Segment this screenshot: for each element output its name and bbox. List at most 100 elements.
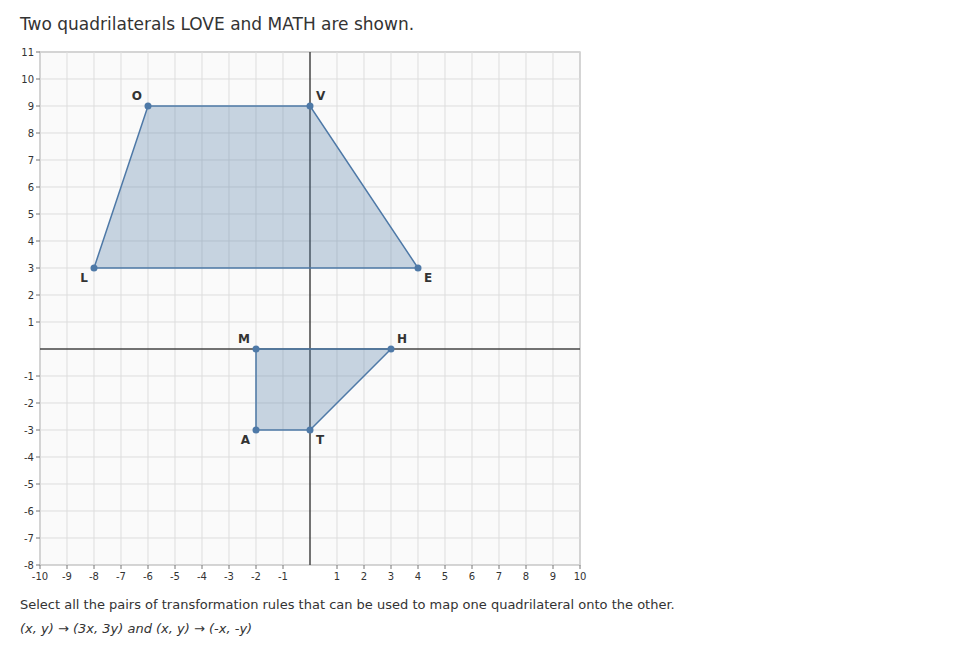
tick-label-y: 11 bbox=[21, 47, 34, 58]
tick-label-x: 7 bbox=[496, 571, 502, 582]
tick-label-x: -5 bbox=[170, 571, 180, 582]
plot-frame bbox=[40, 52, 580, 565]
vertex-labels: OVELMATH bbox=[80, 89, 432, 447]
tick-x bbox=[499, 565, 500, 569]
tick-y bbox=[36, 52, 40, 53]
tick-label-y: 3 bbox=[28, 263, 34, 274]
tick-y bbox=[36, 241, 40, 242]
tick-label-y: -2 bbox=[24, 398, 34, 409]
chart-svg: Two quadrilaterals LOVE and MATH are sho… bbox=[0, 0, 969, 657]
tick-y bbox=[36, 322, 40, 323]
tick-y bbox=[36, 214, 40, 215]
tick-label-x: -1 bbox=[278, 571, 288, 582]
tick-x bbox=[580, 565, 581, 569]
vertex-label: T bbox=[316, 433, 325, 447]
tick-y bbox=[36, 457, 40, 458]
tick-label-x: 2 bbox=[361, 571, 367, 582]
tick-label-x: -3 bbox=[224, 571, 234, 582]
chart-container: Two quadrilaterals LOVE and MATH are sho… bbox=[0, 0, 969, 657]
grid-line-x bbox=[580, 52, 581, 565]
tick-y bbox=[36, 376, 40, 377]
tick-label-x: -9 bbox=[62, 571, 72, 582]
vertex-point bbox=[253, 427, 260, 434]
grid-line-x bbox=[67, 52, 68, 565]
vertex-point bbox=[415, 265, 422, 272]
tick-y bbox=[36, 160, 40, 161]
quadrilateral bbox=[94, 106, 418, 268]
tick-x bbox=[283, 565, 284, 569]
tick-x bbox=[256, 565, 257, 569]
grid bbox=[40, 52, 580, 565]
tick-label-y: -6 bbox=[24, 506, 34, 517]
tick-y bbox=[36, 484, 40, 485]
ticks: -10-9-8-7-6-5-4-3-2-112345678910-8-7-6-5… bbox=[21, 47, 586, 583]
grid-line-x bbox=[526, 52, 527, 565]
tick-x bbox=[148, 565, 149, 569]
tick-x bbox=[67, 565, 68, 569]
tick-y bbox=[36, 187, 40, 188]
tick-label-x: 1 bbox=[334, 571, 340, 582]
tick-x bbox=[418, 565, 419, 569]
tick-label-y: -8 bbox=[24, 560, 34, 571]
tick-label-y: -4 bbox=[24, 452, 34, 463]
tick-y bbox=[36, 430, 40, 431]
tick-label-x: 6 bbox=[469, 571, 475, 582]
grid-line-x bbox=[121, 52, 122, 565]
grid-line-x bbox=[337, 52, 338, 565]
tick-x bbox=[229, 565, 230, 569]
tick-y bbox=[36, 79, 40, 80]
title: Two quadrilaterals LOVE and MATH are sho… bbox=[19, 14, 414, 34]
tick-label-x: 5 bbox=[442, 571, 448, 582]
tick-label-x: -6 bbox=[143, 571, 153, 582]
grid-line-x bbox=[553, 52, 554, 565]
tick-x bbox=[121, 565, 122, 569]
vertex-point bbox=[91, 265, 98, 272]
tick-y bbox=[36, 565, 40, 566]
tick-x bbox=[202, 565, 203, 569]
marks bbox=[91, 103, 422, 434]
tick-label-x: 8 bbox=[523, 571, 529, 582]
tick-label-x: 10 bbox=[574, 571, 587, 582]
tick-x bbox=[364, 565, 365, 569]
grid-line-x bbox=[391, 52, 392, 565]
tick-label-y: 8 bbox=[28, 128, 34, 139]
grid-line-x bbox=[445, 52, 446, 565]
tick-label-y: 5 bbox=[28, 209, 34, 220]
grid-line-x bbox=[40, 52, 41, 565]
grid-line-x bbox=[472, 52, 473, 565]
tick-label-y: 2 bbox=[28, 290, 34, 301]
tick-y bbox=[36, 133, 40, 134]
tick-label-y: 1 bbox=[28, 317, 34, 328]
tick-label-y: 9 bbox=[28, 101, 34, 112]
tick-y bbox=[36, 538, 40, 539]
tick-label-x: -7 bbox=[116, 571, 126, 582]
grid-line-x bbox=[94, 52, 95, 565]
tick-x bbox=[472, 565, 473, 569]
annotation: (x, y) → (3x, 3y) and (x, y) → (-x, -y) bbox=[20, 621, 252, 636]
tick-label-y: -5 bbox=[24, 479, 34, 490]
axes bbox=[40, 52, 580, 565]
vertex-point bbox=[388, 346, 395, 353]
tick-y bbox=[36, 268, 40, 269]
tick-label-y: 10 bbox=[21, 74, 34, 85]
vertex-point bbox=[307, 427, 314, 434]
vertex-label: O bbox=[132, 89, 142, 103]
tick-label-x: 9 bbox=[550, 571, 556, 582]
tick-x bbox=[337, 565, 338, 569]
vertex-label: E bbox=[424, 271, 432, 285]
tick-y bbox=[36, 403, 40, 404]
tick-label-y: -1 bbox=[24, 371, 34, 382]
grid-line-x bbox=[418, 52, 419, 565]
tick-label-x: 4 bbox=[415, 571, 421, 582]
tick-x bbox=[526, 565, 527, 569]
vertex-point bbox=[307, 103, 314, 110]
tick-x bbox=[391, 565, 392, 569]
vertex-point bbox=[253, 346, 260, 353]
grid-line-x bbox=[364, 52, 365, 565]
tick-x bbox=[175, 565, 176, 569]
vertex-label: V bbox=[316, 89, 326, 103]
grid-line-x bbox=[499, 52, 500, 565]
tick-label-x: -2 bbox=[251, 571, 261, 582]
tick-x bbox=[40, 565, 41, 569]
tick-label-x: -10 bbox=[32, 571, 48, 582]
